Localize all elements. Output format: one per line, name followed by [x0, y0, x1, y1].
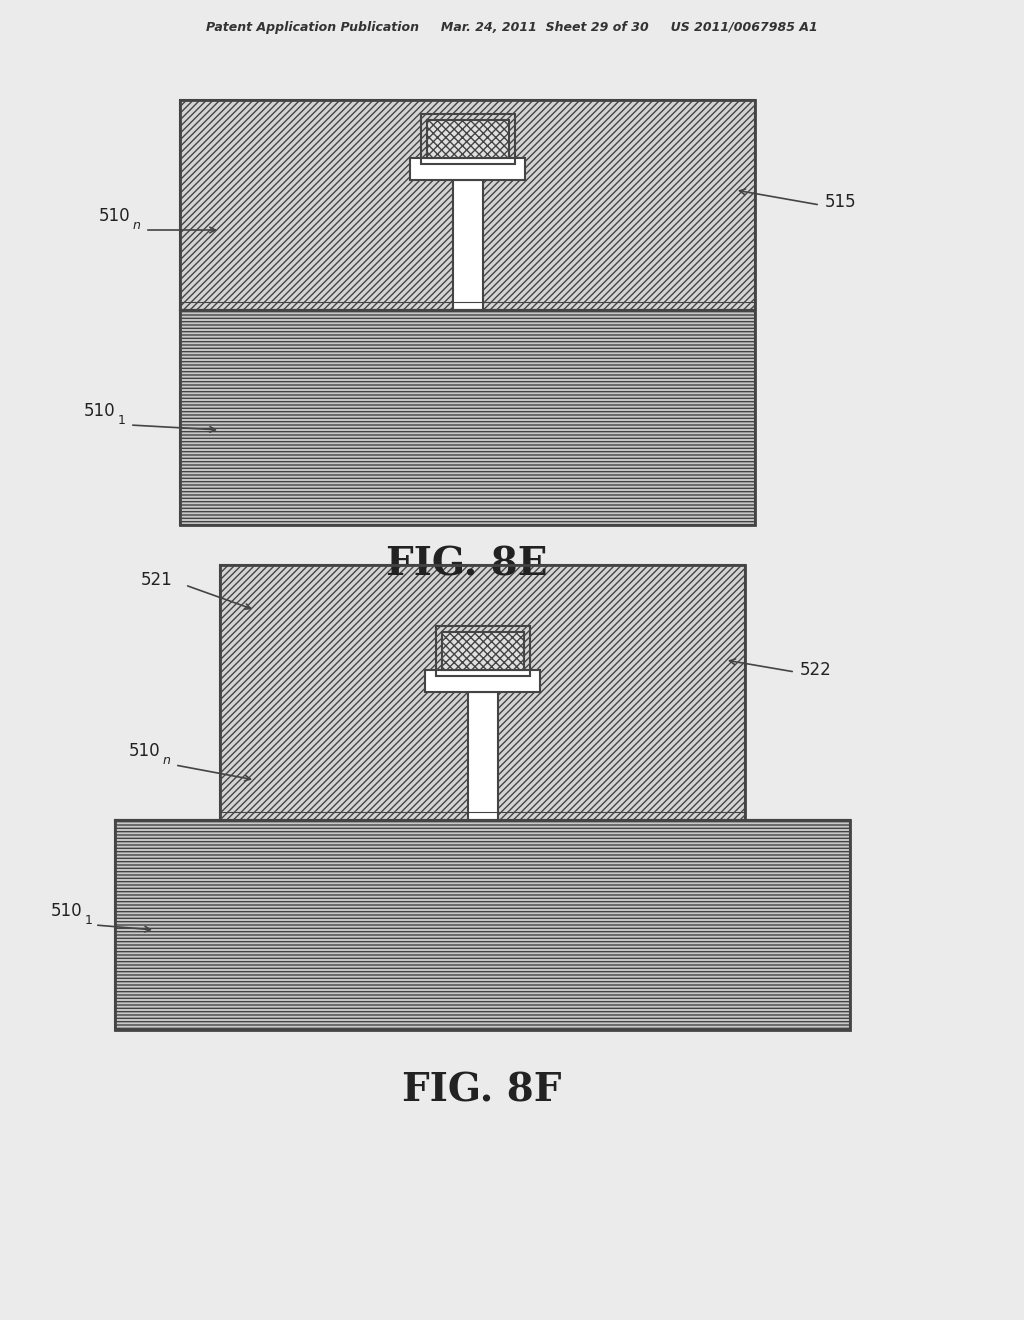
- Bar: [421, 114, 514, 164]
- Bar: [427, 120, 509, 158]
- Bar: [410, 158, 525, 180]
- Text: n: n: [133, 219, 141, 232]
- Text: 510: 510: [50, 902, 82, 920]
- Text: FIG. 8E: FIG. 8E: [386, 546, 548, 583]
- Text: 510: 510: [128, 742, 160, 760]
- Bar: [435, 626, 529, 676]
- Text: 510: 510: [98, 207, 130, 224]
- Text: 515: 515: [825, 193, 857, 211]
- Text: FIG. 8F: FIG. 8F: [402, 1071, 562, 1109]
- Text: 1: 1: [85, 913, 93, 927]
- Bar: [180, 100, 755, 525]
- Text: 522: 522: [800, 661, 831, 678]
- Text: 1: 1: [118, 414, 126, 426]
- Bar: [180, 100, 755, 310]
- Bar: [220, 565, 745, 820]
- Bar: [115, 820, 850, 1030]
- Bar: [468, 692, 498, 820]
- Bar: [425, 671, 540, 692]
- Text: Patent Application Publication     Mar. 24, 2011  Sheet 29 of 30     US 2011/006: Patent Application Publication Mar. 24, …: [206, 21, 818, 34]
- Bar: [453, 180, 482, 310]
- Bar: [115, 820, 850, 1030]
- Bar: [220, 565, 745, 820]
- Bar: [441, 632, 523, 671]
- Text: n: n: [163, 754, 171, 767]
- Bar: [180, 310, 755, 525]
- Text: 521: 521: [140, 572, 172, 589]
- Text: 510: 510: [83, 403, 115, 420]
